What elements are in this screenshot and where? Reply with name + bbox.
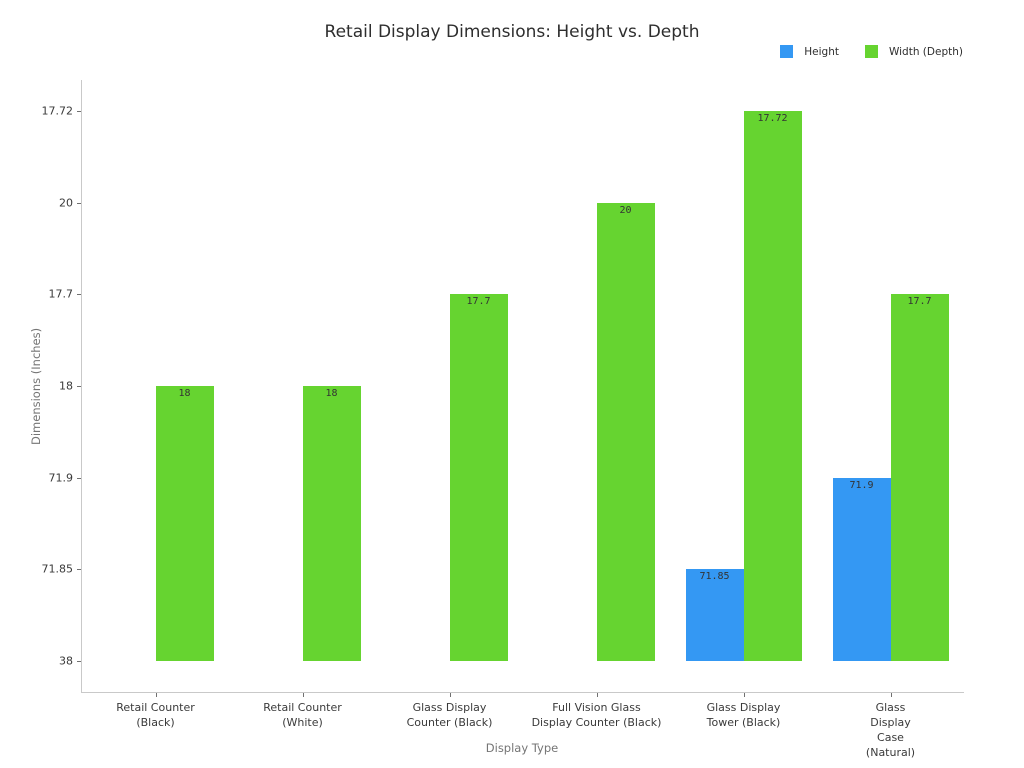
bar-value-label: 17.72 — [757, 113, 788, 124]
bar-value-label: 20 — [619, 204, 632, 216]
x-tick-label: Glass Display Case (Natural) — [865, 701, 916, 759]
bar-width-depth: 20 — [596, 202, 655, 661]
width-depth-series-swatch — [864, 45, 878, 58]
bar-value-label: 18 — [178, 388, 191, 399]
y-tick-mark — [77, 477, 81, 479]
x-tick-mark — [890, 693, 892, 697]
x-tick-label: Retail Counter (White) — [263, 701, 342, 729]
bar-value-label: 71.9 — [849, 479, 874, 491]
y-tick-mark — [77, 111, 81, 112]
x-tick-mark — [596, 693, 598, 697]
x-tick-label: Glass Display Tower (Black) — [706, 701, 781, 729]
x-tick-label: Glass Display Counter (Black) — [406, 701, 493, 729]
x-tick-label: Full Vision Glass Display Counter (Black… — [531, 701, 662, 729]
bar-width-depth: 17.7 — [449, 294, 508, 661]
y-tick-label: 17.7 — [48, 287, 74, 301]
bar-width-depth: 17.72 — [743, 111, 802, 661]
chart-title: Retail Display Dimensions: Height vs. De… — [324, 22, 700, 42]
y-tick-label: 71.85 — [41, 562, 74, 576]
x-tick-mark — [302, 693, 304, 697]
legend: Height Width (Depth) — [780, 45, 963, 58]
y-tick-mark — [77, 294, 81, 296]
y-tick-label: 20 — [59, 196, 73, 210]
x-tick-mark — [449, 693, 451, 697]
bar-value-label: 18 — [325, 388, 338, 399]
y-tick-mark — [77, 202, 81, 204]
bar-width-depth: 17.7 — [890, 294, 949, 661]
x-tick-mark — [155, 693, 157, 697]
bar-value-label: 17.7 — [466, 296, 491, 308]
y-tick-mark — [77, 569, 81, 571]
y-tick-mark — [77, 661, 81, 662]
y-tick-label: 71.9 — [48, 471, 74, 485]
legend-label-width-depth: Width (Depth) — [888, 45, 963, 58]
plot-area: 38 71.85 71.9 18 17.7 20 17.72 Retail Counter (… — [42, 80, 964, 759]
bar-value-label: 17.7 — [907, 296, 932, 308]
y-tick-label: 38 — [59, 654, 73, 668]
bar-height: 71.9 — [832, 477, 891, 661]
legend-label-height: Height — [804, 45, 839, 58]
x-tick-mark — [743, 693, 745, 697]
height-series-swatch — [780, 45, 794, 58]
y-tick-mark — [77, 386, 81, 387]
x-axis-label: Display Type — [485, 741, 559, 755]
y-axis-label: Dimensions (Inches) — [29, 327, 43, 445]
legend-item-width-depth: Width (Depth) — [864, 45, 963, 58]
bar-height: 71.85 — [685, 569, 744, 661]
bar-width-depth: 18 — [302, 386, 361, 661]
y-tick-label: 18 — [59, 379, 73, 393]
bar-value-label: 71.85 — [699, 571, 730, 583]
y-tick-label: 17.72 — [41, 104, 74, 118]
bar-width-depth: 18 — [155, 386, 214, 661]
legend-item-height: Height — [780, 45, 839, 58]
x-tick-label: Retail Counter (Black) — [116, 701, 195, 729]
